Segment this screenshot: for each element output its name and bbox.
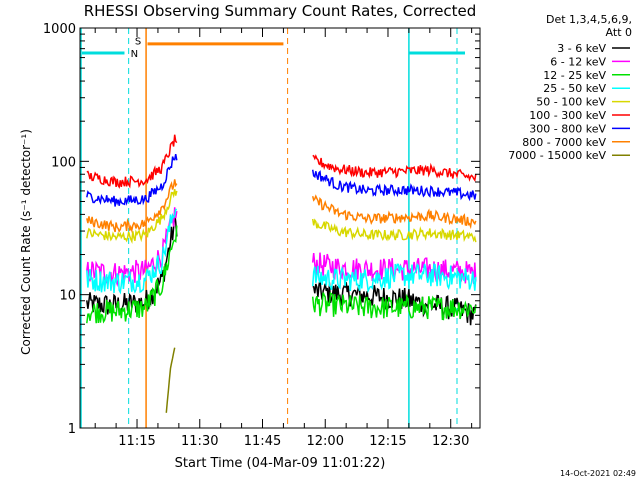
y-tick-label: 1 — [68, 422, 76, 437]
footer-timestamp: 14-Oct-2021 02:49 — [560, 469, 636, 478]
y-tick-label: 1000 — [43, 22, 76, 37]
saa-flag-label: S — [135, 36, 141, 47]
y-tick-label: 10 — [59, 289, 76, 304]
plot-frame — [79, 27, 481, 429]
x-tick-label: 11:45 — [244, 434, 281, 449]
series-line-6 — [86, 134, 477, 189]
x-tick-label: 12:30 — [432, 434, 469, 449]
series-line-8 — [86, 179, 477, 234]
legend-label-9: 7000 - 15000 keV — [508, 149, 606, 162]
legend-label-7: 300 - 800 keV — [529, 122, 606, 135]
series-line-7 — [86, 153, 477, 207]
night-flag-label: N — [131, 49, 138, 60]
legend-label-5: 50 - 100 keV — [536, 96, 606, 109]
legend-label-4: 25 - 50 keV — [543, 82, 606, 95]
x-tick-label: 12:00 — [307, 434, 344, 449]
legend-label-6: 100 - 300 keV — [529, 109, 606, 122]
series-line-4 — [86, 208, 477, 295]
y-tick-label: 100 — [51, 155, 76, 170]
legend-label-8: 800 - 7000 keV — [522, 136, 606, 149]
series-line-5 — [86, 188, 477, 245]
plot-area: NS 1 10 100 1000 11:15 11:30 11:45 12:00 12:15 12:… — [43, 22, 481, 449]
x-tick-label: 12:15 — [369, 434, 406, 449]
legend-label-1: 3 - 6 keV — [557, 42, 606, 55]
legend-label-3: 12 - 25 keV — [543, 69, 606, 82]
legend-header-line-2: Att 0 — [606, 26, 632, 39]
series-line-9 — [165, 347, 176, 413]
chart-title: RHESSI Observing Summary Count Rates, Co… — [84, 2, 477, 20]
series-line-3 — [86, 225, 477, 324]
legend-header-line-1: Det 1,3,4,5,6,9, — [546, 13, 632, 26]
x-axis-label: Start Time (04-Mar-09 11:01:22) — [175, 456, 386, 471]
x-tick-label: 11:15 — [118, 434, 155, 449]
legend-label-2: 6 - 12 keV — [550, 55, 606, 68]
x-tick-label: 11:30 — [181, 434, 218, 449]
y-axis-label: Corrected Count Rate (s⁻¹ detector⁻¹) — [19, 129, 33, 355]
